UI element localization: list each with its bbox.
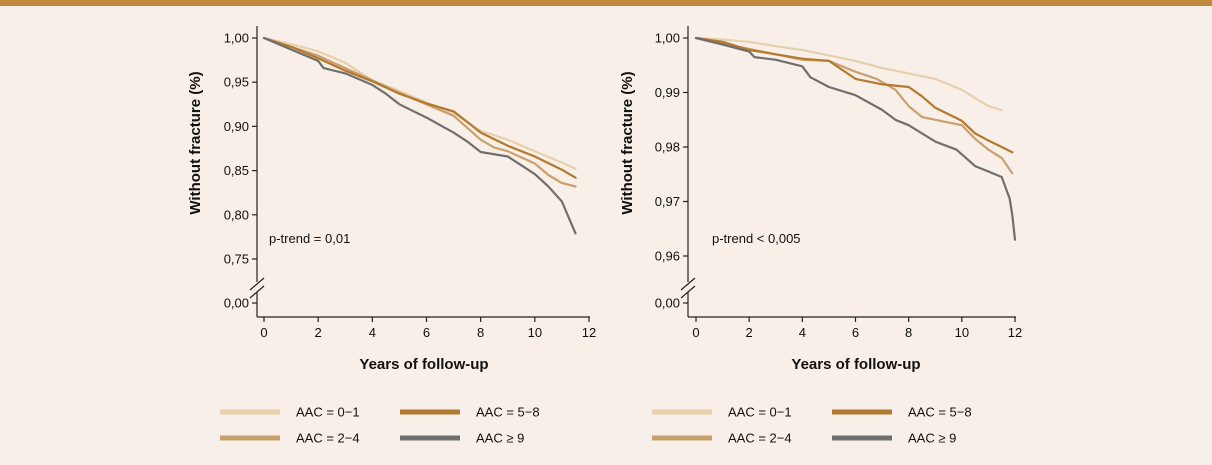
y-tick-label: 0,96 [655, 249, 680, 264]
top-accent-bar [0, 0, 1212, 6]
series-line [262, 36, 577, 235]
legend: AAC = 0−1 AAC = 5−8 AAC = 2−4 AAC ≥ 9 [652, 405, 972, 446]
chart-panel-left: 1,00 0,95 0,90 0,85 0,80 0,75 0,00 0 2 4 6 8 10 12 Yea… [187, 26, 596, 446]
x-tick-label: 4 [369, 325, 376, 340]
y-tick-label: 0,90 [224, 119, 249, 134]
axis-break-mark [680, 285, 696, 299]
series-line [262, 36, 577, 179]
legend-label: AAC = 2−4 [728, 431, 792, 446]
p-trend-annotation: p-trend < 0,005 [712, 231, 801, 246]
y-break-label: 0,00 [655, 296, 680, 311]
x-tick-label: 0 [692, 325, 699, 340]
series-line [262, 36, 577, 188]
x-tick-label: 12 [582, 325, 596, 340]
y-tick-label: 0,99 [655, 85, 680, 100]
y-tick-label: 1,00 [655, 31, 680, 46]
y-tick-label: 0,80 [224, 207, 249, 222]
x-tick-label: 4 [799, 325, 806, 340]
x-tick-label: 10 [955, 325, 969, 340]
p-trend-annotation: p-trend = 0,01 [269, 231, 350, 246]
x-axis-title: Years of follow-up [359, 356, 488, 373]
x-tick-label: 8 [905, 325, 912, 340]
legend-label: AAC = 0−1 [728, 405, 792, 420]
y-break-label: 0,00 [224, 296, 249, 311]
series-line [694, 36, 1014, 154]
x-tick-label: 8 [477, 325, 484, 340]
y-tick-label: 0,97 [655, 194, 680, 209]
y-tick-label: 0,85 [224, 163, 249, 178]
y-axis-title: Without fracture (%) [619, 71, 636, 214]
x-tick-label: 0 [260, 325, 267, 340]
legend-label: AAC ≥ 9 [476, 431, 524, 446]
x-tick-label: 2 [746, 325, 753, 340]
y-tick-label: 0,98 [655, 140, 680, 155]
chart-panel-right: 1,00 0,99 0,98 0,97 0,96 0,00 0 2 4 6 8 10 12 Years o… [619, 26, 1022, 446]
y-tick-label: 0,95 [224, 75, 249, 90]
y-tick-label: 0,75 [224, 252, 249, 267]
y-axis-title: Without fracture (%) [187, 71, 204, 214]
axis-break-mark [680, 277, 696, 291]
x-tick-label: 6 [423, 325, 430, 340]
legend-label: AAC ≥ 9 [908, 431, 956, 446]
legend-label: AAC = 5−8 [908, 405, 972, 420]
legend-label: AAC = 0−1 [296, 405, 360, 420]
series-line [694, 36, 1017, 241]
legend: AAC = 0−1 AAC = 5−8 AAC = 2−4 AAC ≥ 9 [220, 405, 540, 446]
x-tick-label: 6 [852, 325, 859, 340]
x-axis-title: Years of follow-up [791, 356, 920, 373]
series-line [694, 36, 1014, 175]
axis-break-mark [249, 277, 265, 291]
axis-break-mark [249, 285, 265, 299]
legend-label: AAC = 2−4 [296, 431, 360, 446]
series-line [694, 36, 1003, 112]
x-tick-label: 12 [1008, 325, 1022, 340]
legend-label: AAC = 5−8 [476, 405, 540, 420]
y-tick-label: 1,00 [224, 31, 249, 46]
x-tick-label: 10 [528, 325, 542, 340]
x-tick-label: 2 [315, 325, 322, 340]
